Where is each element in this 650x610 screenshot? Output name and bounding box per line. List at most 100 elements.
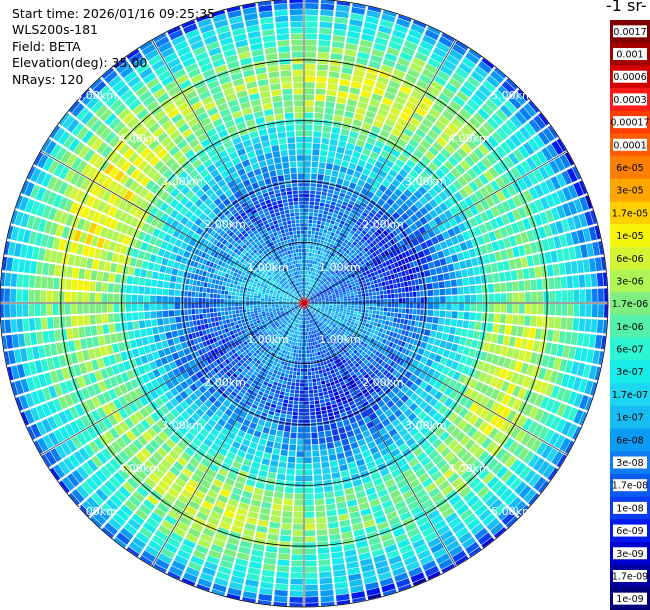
range-bin — [101, 448, 113, 461]
range-bin — [199, 286, 204, 292]
range-bin — [250, 382, 257, 388]
range-bin — [267, 324, 272, 329]
range-bin — [375, 356, 381, 363]
range-bin — [388, 374, 395, 381]
range-bin — [262, 323, 267, 327]
range-bin — [216, 254, 222, 260]
range-bin — [311, 304, 315, 306]
range-bin — [205, 271, 211, 278]
range-bin — [284, 486, 294, 494]
range-bin — [349, 315, 353, 319]
range-bin — [212, 239, 219, 246]
range-bin — [320, 406, 327, 411]
range-bin — [479, 383, 489, 395]
range-bin — [316, 529, 328, 536]
range-bin — [233, 388, 240, 394]
range-bin — [169, 345, 177, 354]
range-bin — [209, 463, 220, 473]
range-bin — [506, 347, 514, 358]
range-bin — [454, 353, 462, 362]
range-bin — [184, 447, 195, 457]
range-bin — [306, 305, 309, 309]
range-bin — [255, 332, 260, 337]
range-bin — [209, 308, 214, 313]
range-bin — [123, 202, 134, 213]
range-bin — [124, 417, 135, 429]
range-bin — [482, 362, 491, 373]
range-bin — [167, 537, 181, 548]
range-bin — [494, 344, 502, 355]
range-bin — [408, 350, 414, 357]
range-bin — [188, 266, 193, 273]
range-bin — [203, 438, 213, 448]
range-bin — [414, 396, 424, 406]
range-bin — [382, 473, 393, 483]
range-bin — [342, 328, 347, 333]
range-bin — [361, 322, 366, 327]
range-bin — [426, 419, 436, 429]
range-bin — [271, 384, 277, 390]
range-bin — [219, 521, 231, 531]
range-bin — [314, 312, 318, 316]
range-bin — [69, 391, 80, 405]
range-bin — [233, 358, 239, 364]
range-bin — [228, 350, 233, 357]
range-bin — [520, 362, 529, 375]
range-bin — [317, 314, 321, 318]
range-bin — [371, 403, 380, 412]
range-bin — [275, 389, 281, 395]
range-bin — [487, 458, 499, 471]
range-bin — [396, 318, 401, 323]
range-bin — [188, 285, 193, 291]
range-bin — [335, 311, 339, 314]
range-bin — [541, 445, 553, 459]
range-bin — [182, 421, 193, 431]
range-bin — [482, 472, 495, 485]
range-bin — [518, 303, 525, 314]
range-bin — [326, 314, 330, 318]
range-bin — [411, 332, 417, 339]
range-bin — [321, 305, 326, 308]
range-bin — [474, 321, 482, 331]
range-bin — [307, 308, 311, 312]
range-bin — [360, 410, 369, 419]
range-bin — [314, 304, 318, 306]
range-bin — [260, 464, 269, 472]
range-bin — [456, 464, 469, 476]
range-bin — [221, 315, 226, 321]
range-bin — [314, 480, 323, 488]
range-bin — [320, 330, 324, 335]
range-bin — [155, 209, 164, 220]
range-bin — [113, 283, 121, 293]
range-bin — [214, 499, 227, 509]
range-bin — [208, 395, 217, 404]
range-bin — [255, 276, 260, 280]
range-bin — [313, 393, 319, 397]
range-bin — [270, 314, 274, 318]
range-bin — [295, 296, 299, 299]
range-bin — [299, 386, 304, 391]
range-bin — [274, 322, 279, 326]
range-bin — [253, 430, 262, 438]
range-bin — [246, 427, 255, 436]
range-bin — [58, 411, 69, 425]
range-bin — [337, 401, 343, 407]
range-bin — [170, 408, 180, 418]
range-bin — [567, 391, 578, 406]
range-bin — [402, 336, 408, 342]
range-bin — [264, 551, 277, 559]
range-bin — [205, 260, 211, 267]
range-bin — [123, 446, 135, 459]
range-bin — [30, 167, 42, 183]
range-bin — [302, 332, 304, 336]
range-bin — [302, 310, 304, 314]
range-bin — [495, 484, 509, 498]
range-bin — [234, 455, 244, 464]
range-bin — [421, 477, 434, 488]
range-bin — [439, 356, 448, 366]
range-bin — [381, 320, 386, 325]
range-bin — [308, 386, 313, 390]
range-bin — [584, 396, 593, 411]
range-bin — [84, 269, 92, 280]
range-bin — [545, 398, 556, 412]
